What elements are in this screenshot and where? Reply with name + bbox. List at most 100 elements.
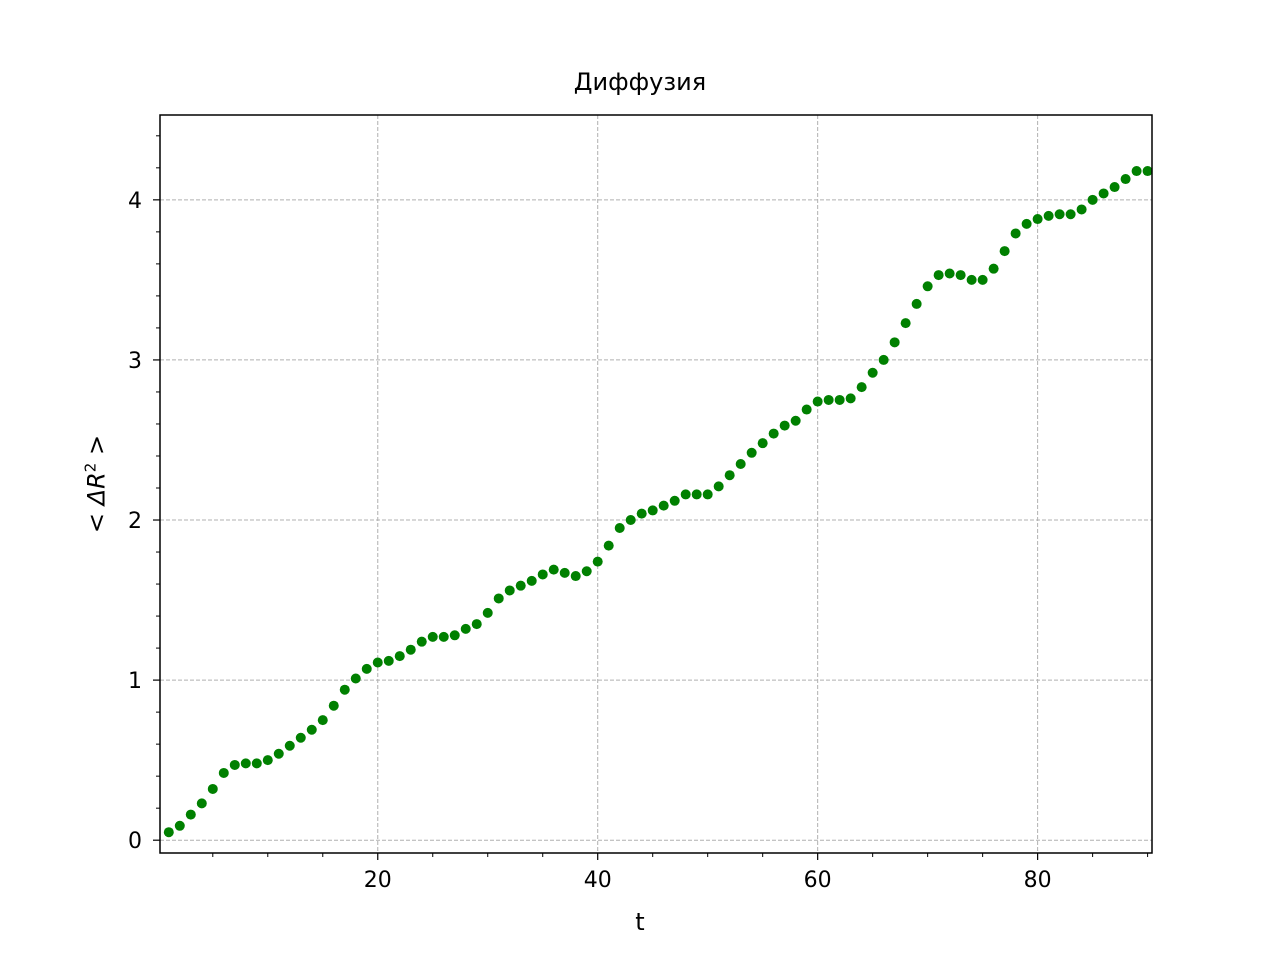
y-axis-label: < ΔR2 > — [82, 435, 111, 533]
data-point — [218, 767, 229, 778]
data-point — [592, 556, 603, 567]
data-point — [185, 809, 196, 820]
data-point — [295, 732, 306, 743]
chart-title: Диффузия — [573, 68, 707, 96]
data-point — [262, 755, 273, 766]
y-tick-label: 2 — [128, 509, 142, 534]
data-point — [746, 447, 757, 458]
data-point — [372, 657, 383, 668]
data-point — [537, 569, 548, 580]
data-point — [1109, 182, 1120, 193]
data-point — [493, 593, 504, 604]
data-point — [603, 540, 614, 551]
data-point — [779, 420, 790, 431]
data-point — [834, 394, 845, 405]
y-tick-label: 1 — [128, 669, 142, 694]
data-point — [328, 700, 339, 711]
x-tick-label: 20 — [364, 868, 392, 893]
data-point — [999, 246, 1010, 257]
x-tick-label: 40 — [584, 868, 612, 893]
data-point — [174, 820, 185, 831]
data-point — [306, 724, 317, 735]
data-point — [394, 651, 405, 662]
data-point — [735, 458, 746, 469]
data-point — [658, 500, 669, 511]
y-tick-label: 0 — [128, 829, 142, 854]
data-point — [669, 495, 680, 506]
y-label-close: > — [82, 434, 111, 456]
data-point — [790, 415, 801, 426]
data-point — [471, 619, 482, 630]
data-point — [350, 673, 361, 684]
data-point — [460, 623, 471, 634]
data-point — [317, 715, 328, 726]
data-point — [405, 644, 416, 655]
data-point — [1131, 166, 1142, 177]
data-point — [911, 298, 922, 309]
data-point — [900, 318, 911, 329]
data-point — [416, 636, 427, 647]
data-point — [548, 564, 559, 575]
data-point — [944, 268, 955, 279]
data-point — [933, 270, 944, 281]
data-point — [1087, 194, 1098, 205]
data-point — [845, 393, 856, 404]
data-point — [339, 684, 350, 695]
data-point — [757, 438, 768, 449]
data-point — [988, 263, 999, 274]
data-point — [801, 404, 812, 415]
y-label-power: 2 — [81, 462, 100, 473]
data-point — [680, 489, 691, 500]
data-point — [1054, 209, 1065, 220]
data-point — [504, 585, 515, 596]
y-label-delta: Δ — [82, 488, 111, 506]
data-point — [768, 428, 779, 439]
data-point — [867, 367, 878, 378]
data-point — [284, 740, 295, 751]
data-point — [449, 630, 460, 641]
y-label-open: < — [82, 512, 111, 534]
data-point — [240, 758, 251, 769]
data-point — [625, 515, 636, 526]
y-tick-label: 3 — [128, 349, 142, 374]
data-point — [724, 470, 735, 481]
x-axis-label: t — [635, 908, 645, 936]
data-point — [581, 566, 592, 577]
data-point — [614, 523, 625, 534]
data-point — [438, 631, 449, 642]
data-point — [196, 798, 207, 809]
x-tick-label: 80 — [1024, 868, 1052, 893]
data-point — [1120, 174, 1131, 185]
data-point — [207, 783, 218, 794]
data-point — [922, 281, 933, 292]
data-point — [691, 489, 702, 500]
data-point — [229, 759, 240, 770]
data-point — [636, 508, 647, 519]
data-point — [955, 270, 966, 281]
data-point — [163, 827, 174, 838]
data-point — [713, 481, 724, 492]
x-tick-label: 60 — [804, 868, 832, 893]
data-point — [878, 354, 889, 365]
data-point — [1032, 214, 1043, 225]
y-label-var: R — [82, 472, 111, 489]
data-point — [1065, 209, 1076, 220]
data-point — [812, 396, 823, 407]
y-tick-label: 4 — [128, 189, 142, 214]
data-point — [482, 607, 493, 618]
data-point — [702, 489, 713, 500]
data-point — [361, 663, 372, 674]
data-point — [1142, 166, 1153, 177]
data-point — [1010, 228, 1021, 239]
data-point — [1098, 188, 1109, 199]
data-point — [1043, 210, 1054, 221]
data-point — [570, 571, 581, 582]
data-point — [273, 748, 284, 759]
data-point — [1076, 204, 1087, 215]
data-point — [647, 505, 658, 516]
data-point — [1021, 218, 1032, 229]
plot-frame — [159, 114, 1153, 854]
data-point — [515, 580, 526, 591]
